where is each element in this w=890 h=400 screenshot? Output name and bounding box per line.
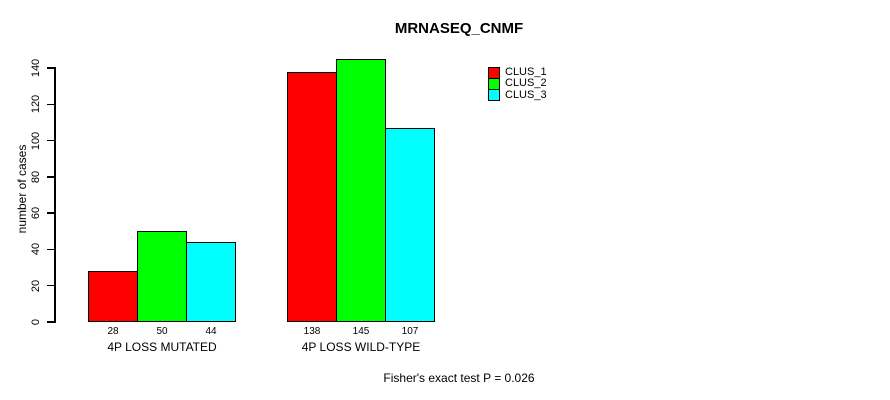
legend-label: CLUS_3 [505,88,547,101]
y-tick-label: 60 [30,207,42,220]
bar-value-label: 28 [107,326,119,337]
y-tick-label: 120 [30,95,42,114]
y-tick-label: 40 [30,243,42,256]
y-tick-mark [47,103,54,106]
category-label: 4P LOSS MUTATED [107,340,217,354]
bar-value-label: 107 [401,326,419,337]
bar-value-label: 44 [205,326,217,337]
y-tick-mark [47,139,54,142]
y-tick-label: 80 [30,170,42,183]
bar-clus2-group1 [137,231,187,322]
chart-title: MRNASEQ_CNMF [394,20,524,37]
bar-clus2-group2 [336,59,386,322]
y-tick-mark [47,212,54,214]
bar-clus3-group2 [385,128,435,322]
pvalue-annotation: Fisher's exact test P = 0.026 [383,371,535,385]
y-tick-mark [47,284,54,287]
y-tick-mark [47,67,54,69]
legend-label: CLUS_1 [505,66,547,79]
y-tick-mark [47,321,54,323]
legend-swatch-icon [488,77,500,90]
y-tick-mark [47,248,54,251]
bar-clus1-group2 [287,72,337,322]
legend-row: CLUS_3 [488,88,547,102]
y-tick-mark [47,176,54,178]
legend: CLUS_1 CLUS_2 CLUS_3 [488,66,547,102]
legend-row: CLUS_2 [488,77,547,90]
y-tick-label: 20 [30,279,42,292]
bar-value-label: 138 [303,326,321,337]
y-tick-label: 100 [30,131,42,150]
y-axis-label: number of cases [15,144,29,234]
bar-clus1-group1 [88,271,138,322]
category-label: 4P LOSS WILD-TYPE [301,340,421,354]
bar-value-label: 145 [352,326,370,337]
y-axis-line [54,67,56,323]
bar-clus3-group1 [186,242,236,322]
legend-swatch-icon [488,89,500,102]
y-tick-label: 0 [30,318,42,326]
bar-value-label: 50 [156,326,168,337]
legend-swatch-icon [488,66,500,79]
legend-label: CLUS_2 [505,77,547,90]
y-tick-label: 140 [30,58,42,78]
